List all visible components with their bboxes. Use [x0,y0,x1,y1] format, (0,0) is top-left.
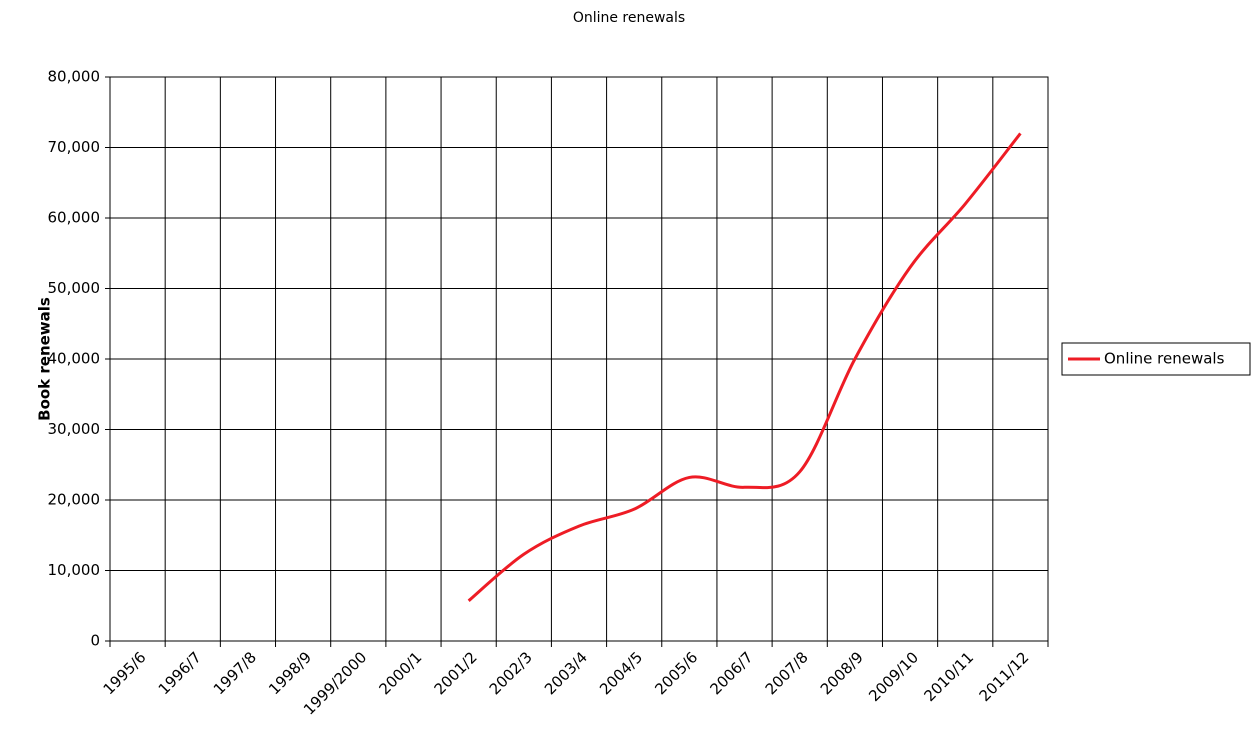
y-tick-label: 70,000 [48,138,101,156]
x-tick-label: 2000/1 [375,648,425,698]
x-tick-label: 2011/12 [976,648,1033,705]
x-tick-label: 2002/3 [486,648,536,698]
chart-title: Online renewals [573,10,685,26]
x-tick-label: 2005/6 [651,648,701,698]
y-tick-label: 40,000 [48,350,101,368]
x-tick-label: 1995/6 [100,648,150,698]
x-tick-label: 2009/10 [865,648,922,705]
data-line [467,132,1022,602]
y-tick-label: 10,000 [48,561,101,579]
y-tick-label: 30,000 [48,420,101,438]
x-tick-label: 2007/8 [762,648,812,698]
y-tick-label: 0 [90,632,100,650]
x-tick-label: 2010/11 [920,648,977,705]
legend-label: Online renewals [1104,350,1225,368]
x-tick-label: 2003/4 [541,648,591,698]
x-tick-label: 2006/7 [706,648,756,698]
x-tick-label: 2001/2 [431,648,481,698]
x-tick-label: 2004/5 [596,648,646,698]
y-axis-label: Book renewals [36,297,54,421]
y-tick-label: 60,000 [48,209,101,227]
y-tick-label: 80,000 [48,68,101,86]
x-tick-label: 1997/8 [210,648,260,698]
x-tick-label: 1998/9 [265,648,315,698]
y-tick-label: 20,000 [48,491,101,509]
x-tick-label: 2008/9 [817,648,867,698]
y-tick-label: 50,000 [48,279,101,297]
x-tick-label: 1996/7 [155,648,205,698]
